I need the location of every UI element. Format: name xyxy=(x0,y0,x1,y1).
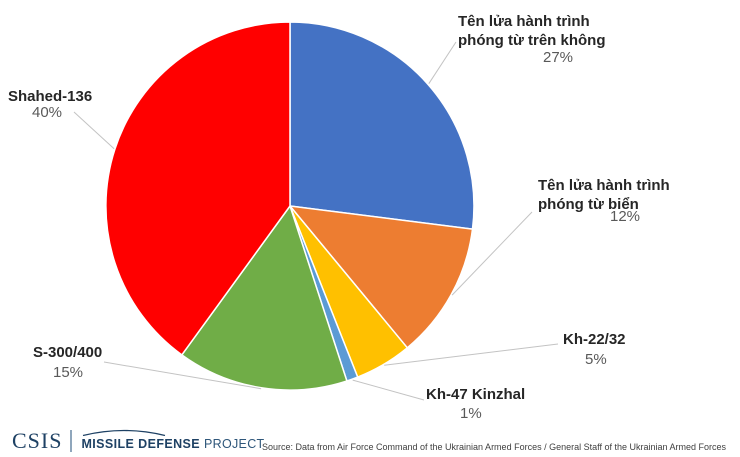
value-air-cruise: 27% xyxy=(543,49,574,66)
logo-wordmark: MISSILE DEFENSE PROJECT xyxy=(81,435,264,453)
value-kh-22-32: 5% xyxy=(585,351,607,368)
leader-line-3 xyxy=(384,343,559,366)
logo-missile-defense: MISSILE DEFENSE xyxy=(81,437,201,451)
csis-mdp-logo: CSIS MISSILE DEFENSE PROJECT xyxy=(12,428,264,453)
source-attribution: Source: Data from Air Force Command of t… xyxy=(261,442,726,452)
logo-divider xyxy=(70,429,73,452)
label-kh-22-32: Kh-22/32 xyxy=(563,331,626,348)
pie-slice-5 xyxy=(181,205,348,391)
missile-defense-project-logo: MISSILE DEFENSE PROJECT xyxy=(81,428,264,453)
label-air-cruise-line2: phóng từ trên không xyxy=(458,32,606,49)
pie-slice-1 xyxy=(289,21,475,230)
value-shahed-136: 40% xyxy=(32,104,63,121)
leader-line-1 xyxy=(428,41,457,84)
label-shahed-136: Shahed-136 xyxy=(8,88,93,105)
csis-logo-text: CSIS xyxy=(12,427,63,453)
leader-line-2 xyxy=(451,211,533,296)
label-s-300-400: S-300/400 xyxy=(33,344,103,361)
leader-line-5 xyxy=(103,361,262,390)
pie-slice-6 xyxy=(105,21,291,356)
value-s-300-400: 15% xyxy=(53,364,84,381)
value-sea-cruise: 12% xyxy=(610,208,641,225)
leader-line-6 xyxy=(73,111,115,150)
logo-project: PROJECT xyxy=(204,437,265,451)
label-sea-cruise-line2: phóng từ biển xyxy=(538,196,639,213)
label-kh-47-kinzhal: Kh-47 Kinzhal xyxy=(426,386,526,403)
label-air-cruise: Tên lửa hành trình phóng từ trên không xyxy=(458,12,606,50)
leader-line-4 xyxy=(352,379,425,401)
label-air-cruise-line1: Tên lửa hành trình xyxy=(458,13,590,30)
value-kh-47-kinzhal: 1% xyxy=(460,405,482,422)
logo-arc-icon xyxy=(83,429,166,436)
label-sea-cruise-line1: Tên lửa hành trình xyxy=(538,177,670,194)
pie-slice-2 xyxy=(289,205,474,349)
label-sea-cruise: Tên lửa hành trình phóng từ biển xyxy=(538,176,670,214)
